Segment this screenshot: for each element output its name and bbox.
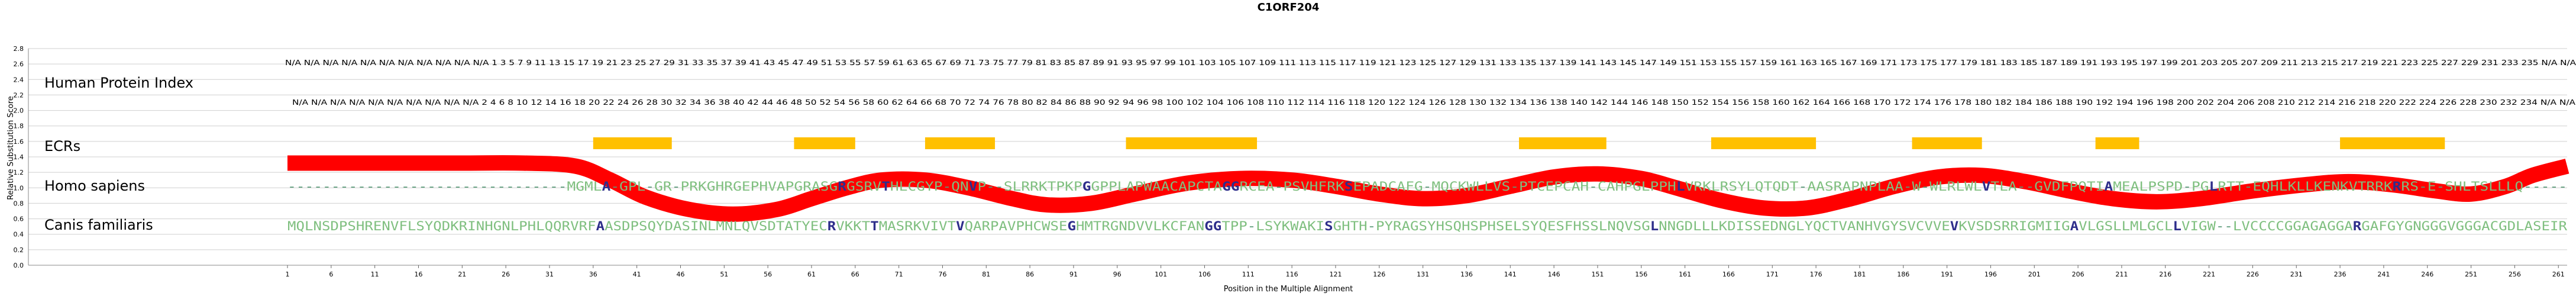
x-tick-label: 41	[633, 271, 641, 278]
x-tick-label: 236	[2334, 271, 2346, 278]
x-axis-label: Position in the Multiple Alignment	[1224, 285, 1353, 294]
x-tick-label: 91	[1069, 271, 1078, 278]
x-tick-label: 66	[851, 271, 859, 278]
x-tick-label: 151	[1591, 271, 1604, 278]
x-tick-label: 216	[2159, 271, 2171, 278]
row-label-human-protein-index: Human Protein Index	[44, 75, 193, 91]
y-tick-label: 1.0	[14, 184, 24, 192]
x-tick-label: 116	[1286, 271, 1298, 278]
y-tick-label: 1.2	[14, 169, 24, 176]
y-tick-label: 2.4	[14, 76, 24, 83]
y-axis: 0.0 0.2 0.4 0.6 0.8 1.0 1.2 1.4 1.6 1.8 2.0 2.2 2.4 2…	[14, 45, 2567, 269]
ecr-regions	[593, 137, 2445, 149]
x-tick-label: 46	[676, 271, 684, 278]
x-tick-label: 206	[2072, 271, 2084, 278]
x-tick-label: 76	[938, 271, 946, 278]
y-tick-label: 2.6	[14, 60, 24, 68]
x-tick-label: 16	[414, 271, 422, 278]
y-tick-label: 1.6	[14, 138, 24, 146]
x-tick-label: 146	[1548, 271, 1560, 278]
y-tick-label: 0.8	[14, 200, 24, 207]
x-tick-label: 51	[720, 271, 728, 278]
x-tick-label: 121	[1329, 271, 1342, 278]
x-tick-label: 186	[1897, 271, 1909, 278]
x-tick-label: 1	[286, 271, 290, 278]
y-tick-label: 2.0	[14, 107, 24, 115]
x-tick-label: 136	[1460, 271, 1473, 278]
x-tick-label: 166	[1722, 271, 1735, 278]
x-tick-label: 36	[589, 271, 597, 278]
x-tick-label: 181	[1853, 271, 1866, 278]
x-tick-label: 96	[1113, 271, 1121, 278]
x-tick-label: 131	[1417, 271, 1429, 278]
x-tick-label: 201	[2028, 271, 2041, 278]
y-tick-label: 2.2	[14, 91, 24, 99]
x-tick-label: 256	[2509, 271, 2521, 278]
x-tick-label: 211	[2115, 271, 2128, 278]
x-tick-label: 251	[2465, 271, 2477, 278]
human-index-row-even: N/A N/A N/A N/A N/A N/A N/A N/A N/A N/A …	[292, 98, 2576, 107]
x-tick-label: 191	[1941, 271, 1953, 278]
x-tick-label: 81	[982, 271, 990, 278]
ecr-bar	[1711, 137, 1817, 149]
x-tick-label: 126	[1373, 271, 1385, 278]
chart-title: C1ORF204	[1258, 1, 1320, 14]
x-tick-label: 106	[1198, 271, 1211, 278]
x-tick-label: 111	[1242, 271, 1255, 278]
ecr-bar	[2340, 137, 2445, 149]
canis-familiaris-sequence: MQLNSDPSHRENVFLSYQDKRINHGNLPHLQQRVRFAASD…	[287, 219, 2567, 233]
y-tick-label: 1.8	[14, 123, 24, 130]
row-label-ecrs: ECRs	[44, 138, 80, 155]
x-tick-label: 86	[1026, 271, 1034, 278]
x-tick-label: 221	[2203, 271, 2215, 278]
ecr-bar	[925, 137, 996, 149]
y-tick-label: 0.6	[14, 215, 24, 223]
y-axis-label: Relative Substitution Score	[7, 96, 15, 200]
ecr-bar	[1912, 137, 1982, 149]
x-tick-label: 21	[458, 271, 466, 278]
substitution-curve	[287, 155, 2569, 222]
x-tick-label: 241	[2377, 271, 2390, 278]
ecr-bar	[794, 137, 855, 149]
y-tick-label: 2.8	[14, 45, 24, 53]
x-tick-label: 261	[2552, 271, 2565, 278]
x-tick-label: 101	[1155, 271, 1167, 278]
x-tick-label: 246	[2421, 271, 2433, 278]
substitution-score-line	[287, 155, 2569, 222]
x-tick-label: 176	[1810, 271, 1822, 278]
ecr-bar	[2095, 137, 2139, 149]
x-tick-label: 61	[807, 271, 816, 278]
x-tick-label: 6	[329, 271, 333, 278]
y-tick-label: 1.4	[14, 153, 24, 161]
x-tick-label: 31	[545, 271, 554, 278]
y-tick-label: 0.0	[14, 262, 24, 269]
x-tick-label: 56	[764, 271, 772, 278]
x-tick-label: 141	[1504, 271, 1517, 278]
x-tick-label: 231	[2290, 271, 2303, 278]
x-tick-label: 26	[502, 271, 510, 278]
x-tick-label: 171	[1766, 271, 1779, 278]
x-tick-label: 161	[1679, 271, 1691, 278]
row-label-canis-familiaris: Canis familiaris	[44, 217, 153, 233]
x-tick-label: 226	[2247, 271, 2259, 278]
x-tick-label: 11	[371, 271, 379, 278]
x-axis: 1 6 11 16 21 26 31 36 41 46 51 56 61 66 71 76 81 86 91 96 10…	[286, 265, 2565, 278]
human-index-row-odd: N/A N/A N/A N/A N/A N/A N/A N/A N/A N/A …	[285, 59, 2576, 67]
x-tick-label: 156	[1635, 271, 1647, 278]
y-tick-label: 0.4	[14, 231, 24, 239]
ecr-bar	[1519, 137, 1607, 149]
ecr-bar	[593, 137, 672, 149]
ecr-bar	[1126, 137, 1258, 149]
x-tick-label: 196	[1984, 271, 1997, 278]
y-tick-label: 0.2	[14, 246, 24, 254]
row-label-homo-sapiens: Homo sapiens	[44, 178, 145, 194]
x-tick-label: 71	[895, 271, 903, 278]
